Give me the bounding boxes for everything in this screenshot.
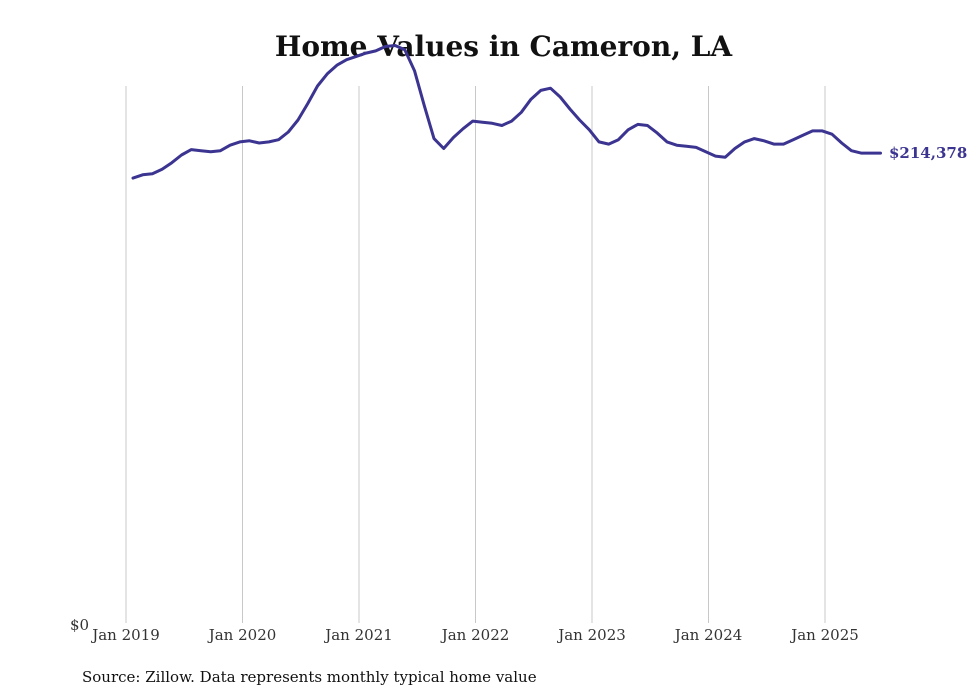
x-tick-label: Jan 2023 <box>556 626 626 644</box>
axis-labels: Jan 2019 Jan 2020 Jan 2021 Jan 2022 Jan 2023… <box>70 144 967 644</box>
x-tick-label: Jan 2020 <box>207 626 277 644</box>
x-tick-label: Jan 2021 <box>323 626 393 644</box>
grid-lines <box>125 86 826 623</box>
series-layer <box>131 44 882 180</box>
x-tick-label: Jan 2025 <box>789 626 859 644</box>
series-line <box>131 44 882 180</box>
end-value-label: $214,378 <box>889 144 967 162</box>
x-tick-label: Jan 2022 <box>440 626 510 644</box>
y-tick-label: $0 <box>70 616 89 634</box>
source-note: Source: Zillow. Data represents monthly … <box>82 668 537 686</box>
x-tick-label: Jan 2019 <box>90 626 160 644</box>
x-tick-label: Jan 2024 <box>673 626 743 644</box>
